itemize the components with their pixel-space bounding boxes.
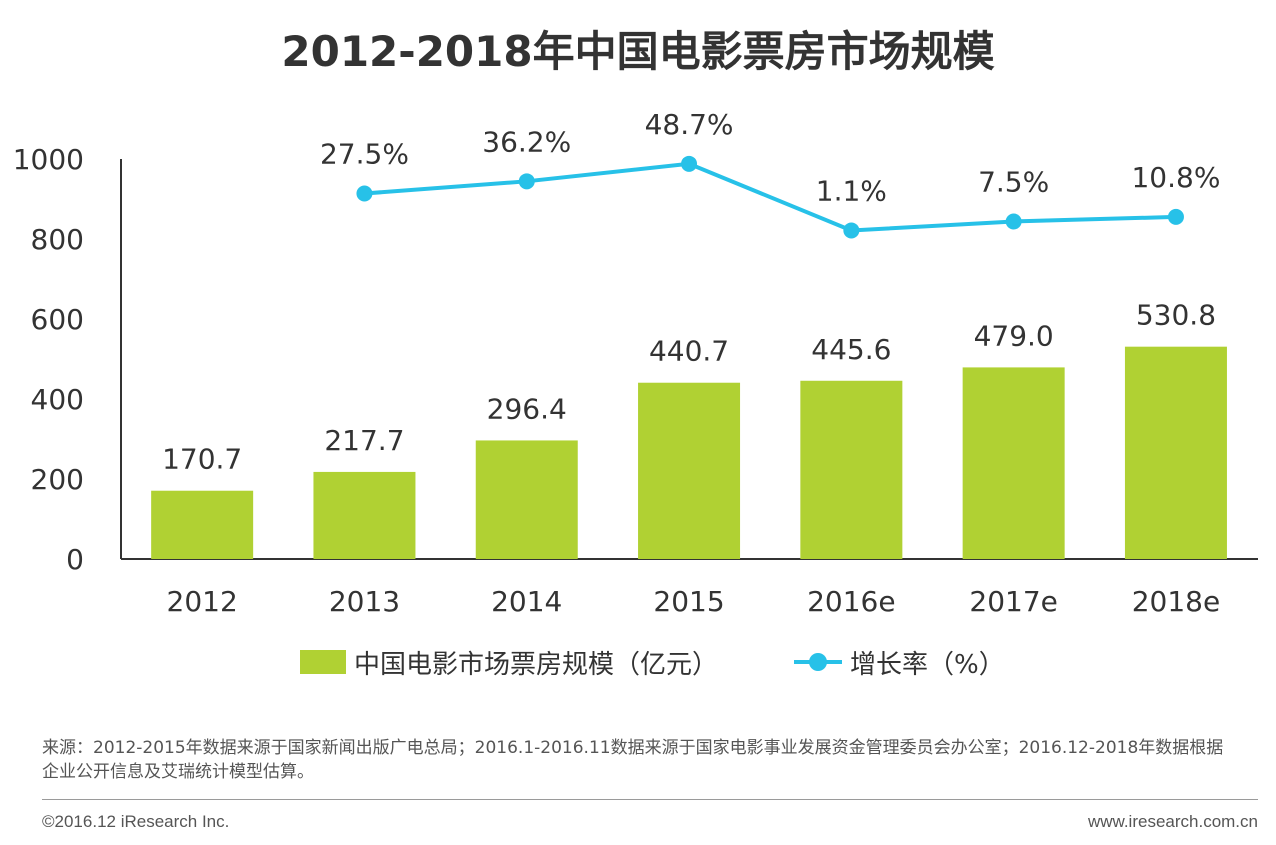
bar-value-label: 445.6 [811,333,891,366]
x-tick-label: 2014 [491,585,562,618]
chart-title: 2012-2018年中国电影票房市场规模 [281,27,995,76]
website-link[interactable]: www.iresearch.com.cn [1087,812,1258,831]
legend: 中国电影市场票房规模（亿元） 增长率（%） [0,644,1276,684]
x-tick-label: 2015 [653,585,724,618]
x-tick-label: 2018e [1132,585,1220,618]
y-tick-label: 0 [66,543,84,576]
growth-point [356,185,373,202]
growth-point [1167,208,1184,225]
bar [1124,346,1227,559]
bar [151,490,254,559]
growth-value-label: 48.7% [645,108,734,141]
legend-line-label: 增长率（%） [850,650,1005,680]
bar [800,380,903,559]
chart-plot: 0 200 400 600 800 1000 170.7 2012 217.7 2013 296.4… [13,108,1258,618]
x-tick-label: 2016e [807,585,895,618]
x-tick-label: 2012 [167,585,238,618]
growth-point [843,222,860,239]
bar [475,440,578,559]
bar [638,382,741,559]
x-tick-label: 2013 [329,585,400,618]
bar-value-label: 217.7 [324,424,404,457]
y-tick-label: 200 [31,463,84,496]
bar-value-label: 530.8 [1136,299,1216,332]
legend-bar-swatch [300,650,346,674]
growth-value-label: 7.5% [978,166,1049,199]
bar [962,367,1065,559]
y-tick-label: 400 [31,383,84,416]
growth-value-label: 27.5% [320,138,409,171]
bar-value-label: 440.7 [649,335,729,368]
legend-line-marker [809,653,827,671]
copyright: ©2016.12 iResearch Inc. [42,812,230,831]
growth-line [364,161,1177,233]
footer-divider [42,799,1258,800]
y-tick-label: 600 [31,303,84,336]
bar-value-label: 170.7 [162,443,242,476]
bar-value-label: 296.4 [487,392,567,425]
x-tick-label: 2017e [969,585,1057,618]
growth-value-label: 10.8% [1131,161,1220,194]
bar-value-label: 479.0 [974,319,1054,352]
growth-point [681,155,698,172]
legend-bar-label: 中国电影市场票房规模（亿元） [354,650,719,680]
growth-value-label: 1.1% [816,174,887,207]
y-tick-label: 800 [31,223,84,256]
y-tick-label: 1000 [13,143,84,176]
growth-point [1005,213,1022,230]
growth-point [518,173,535,190]
growth-value-label: 36.2% [482,125,571,158]
source-note: 来源：2012-2015年数据来源于国家新闻出版广电总局；2016.1-2016… [42,738,1224,782]
bar [313,471,416,559]
